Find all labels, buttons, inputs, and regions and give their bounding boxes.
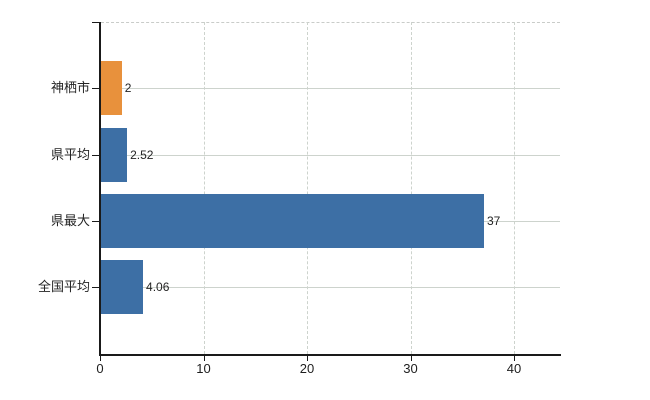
bar-value-label: 37 [486,213,501,228]
grid-line-vertical [307,22,308,354]
x-tick-label: 20 [299,360,315,376]
grid-line-vertical [514,22,515,354]
plot-top-border [101,22,560,23]
category-tick [92,220,99,222]
y-axis-top-tick [92,22,99,23]
bar-value-label: 2 [124,81,132,96]
grid-line-vertical [410,22,412,354]
x-tick [100,355,101,361]
bar [101,61,122,116]
x-tick-label: 0 [96,360,104,376]
x-tick-label: 10 [196,360,211,376]
x-tick [410,355,412,361]
y-axis-line [99,22,101,355]
bar [101,127,128,182]
x-tick [203,355,205,361]
grid-line-horizontal [101,88,560,90]
category-tick [92,154,99,156]
bar-value-label: 4.06 [146,280,170,295]
category-label: 全国平均 [37,279,90,295]
x-tick-label: 40 [506,360,522,376]
category-label: 県最大 [50,212,90,228]
grid-line-horizontal [101,287,560,289]
grid-line-vertical [203,22,205,354]
category-label: 県平均 [50,146,90,162]
x-axis-line [99,353,561,356]
x-tick-label: 30 [403,360,418,376]
x-tick [307,355,308,361]
bar [101,260,144,315]
category-tick [92,88,99,90]
grid-line-horizontal [101,154,560,156]
bar [101,193,484,248]
bar-value-label: 2.52 [130,147,154,162]
category-tick [92,287,99,289]
category-label: 神栖市 [50,80,90,96]
x-tick [514,355,515,361]
